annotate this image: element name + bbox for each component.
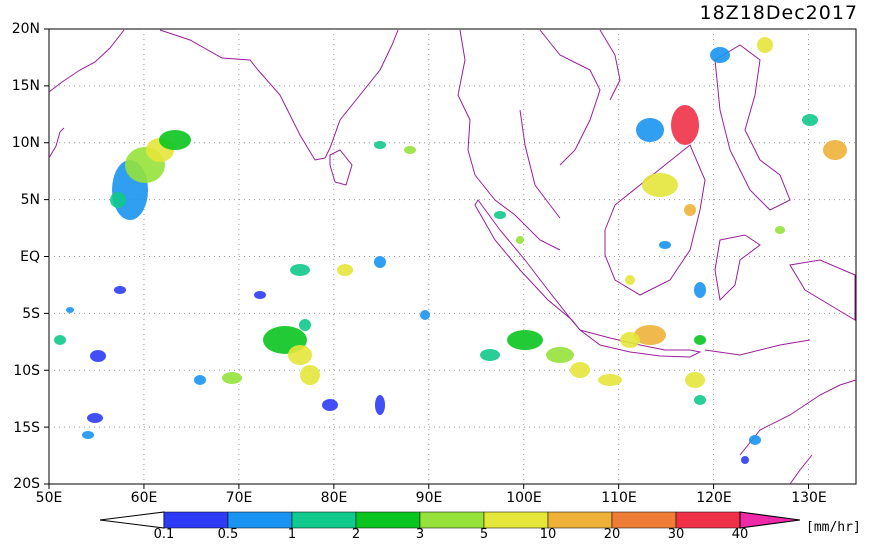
precip-cell (620, 332, 640, 348)
precip-cell (222, 372, 242, 384)
lon-label-90e: 90E (415, 490, 443, 506)
precip-cell (87, 413, 103, 423)
lon-label-110e: 110E (601, 490, 637, 506)
lat-label-15n: 15N (11, 78, 40, 94)
precip-cell (757, 37, 773, 53)
precip-cell (66, 307, 74, 313)
precip-cell (634, 325, 666, 345)
precip-cell (90, 350, 106, 362)
precip-cell (494, 211, 506, 219)
precip-cell (802, 114, 818, 126)
lat-label-10n: 10N (11, 135, 40, 151)
precip-cell (516, 236, 524, 244)
precip-cell (54, 335, 66, 345)
colorbar-segment (547, 511, 613, 529)
precip-cell (299, 319, 311, 331)
map-frame (48, 28, 857, 485)
timestamp: 18Z18Dec2017 (699, 2, 858, 24)
colorbar-segment (675, 511, 741, 529)
colorbar-segment (291, 511, 357, 529)
precip-cell (749, 435, 761, 445)
precip-cell (642, 173, 678, 197)
precip-cell (300, 365, 320, 385)
colorbar-segment (739, 511, 801, 529)
precip-cell (82, 431, 94, 439)
lat-label-20s: 20S (13, 476, 40, 492)
precip-cell (159, 130, 191, 150)
precip-cell (775, 226, 785, 234)
precip-cell (741, 456, 749, 464)
cbar-tick: 3 (415, 527, 425, 542)
unit-label: [mm/hr] (806, 520, 861, 535)
colorbar-segment (483, 511, 549, 529)
lat-label-eq: EQ (20, 249, 40, 265)
precip-cell (194, 375, 206, 385)
cbar-tick: 0.1 (153, 527, 175, 542)
cbar-tick: 1 (287, 527, 297, 542)
lon-label-60e: 60E (130, 490, 158, 506)
precip-cell (546, 347, 574, 363)
cbar-tick: 5 (479, 527, 489, 542)
precip-cell (659, 241, 671, 249)
precip-cell (694, 282, 706, 298)
lat-label-5s: 5S (22, 306, 40, 322)
cbar-tick: 2 (351, 527, 361, 542)
lon-label-120e: 120E (696, 490, 732, 506)
colorbar (99, 511, 801, 529)
lat-label-10s: 10S (13, 363, 40, 379)
precip-cell (114, 286, 126, 294)
colorbar-segment (163, 511, 229, 529)
precip-cell (570, 362, 590, 378)
precip-cell (625, 275, 635, 285)
precip-cell (322, 399, 338, 411)
lon-label-50e: 50E (35, 490, 63, 506)
precip-cell (374, 256, 386, 268)
lon-label-100e: 100E (506, 490, 542, 506)
precip-cell (636, 118, 664, 142)
precipitation-cells (54, 37, 847, 464)
precip-cell (694, 395, 706, 405)
precip-cell (507, 330, 543, 350)
cbar-tick: 30 (667, 527, 685, 542)
lat-label-5n: 5N (20, 192, 40, 208)
precip-cell (374, 141, 386, 149)
precip-cell (694, 335, 706, 345)
precip-cell (598, 374, 622, 386)
precip-cell (110, 192, 126, 208)
lat-label-20n: 20N (11, 21, 40, 37)
precip-cell (254, 291, 266, 299)
precip-cell (290, 264, 310, 276)
precip-cell (684, 204, 696, 216)
precip-cell (420, 310, 430, 320)
precip-cell (685, 372, 705, 388)
colorbar-segment (419, 511, 485, 529)
lat-label-15s: 15S (13, 420, 40, 436)
colorbar-segment (355, 511, 421, 529)
precip-cell (337, 264, 353, 276)
gridlines (44, 28, 856, 489)
precip-cell (375, 395, 385, 415)
colorbar-segment (99, 511, 165, 529)
cbar-tick: 40 (731, 527, 749, 542)
precip-cell (288, 345, 312, 365)
precip-cell (710, 47, 730, 63)
cbar-tick: 10 (539, 527, 557, 542)
colorbar-segment (611, 511, 677, 529)
lon-label-80e: 80E (320, 490, 348, 506)
precip-cell (480, 349, 500, 361)
lon-label-130e: 130E (791, 490, 827, 506)
colorbar-segment (227, 511, 293, 529)
cbar-tick: 0.5 (217, 527, 239, 542)
lon-label-70e: 70E (225, 490, 253, 506)
precip-cell (823, 140, 847, 160)
cbar-tick: 20 (603, 527, 621, 542)
precip-cell (404, 146, 416, 154)
precip-cell (671, 105, 699, 145)
